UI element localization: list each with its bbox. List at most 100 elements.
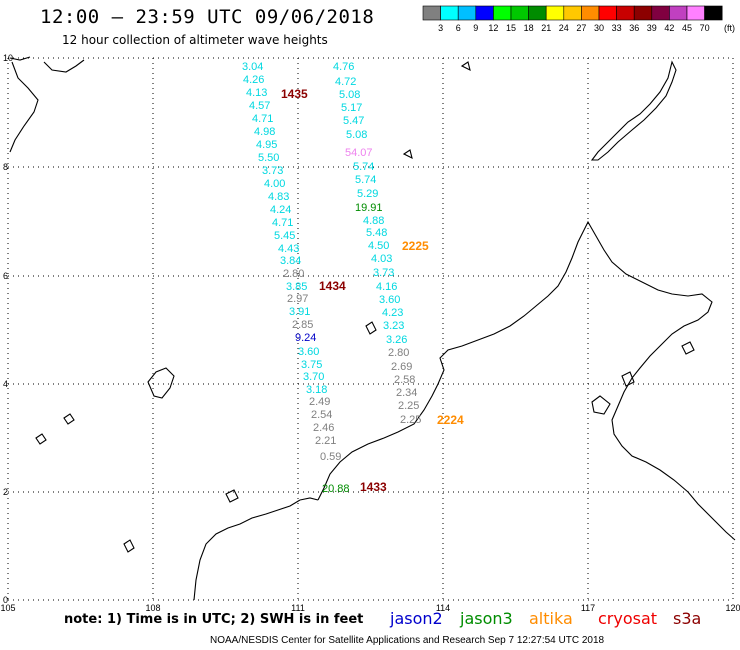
- observation-value: 4.03: [371, 253, 392, 265]
- observation-value: 2.69: [391, 361, 412, 373]
- observation-value: 3.84: [280, 255, 301, 267]
- kuching-shore: [299, 497, 319, 501]
- lat-tick-label: 8: [3, 162, 8, 172]
- pass-labels: 1435 2225 1434 2224 1433: [281, 87, 464, 494]
- page-title: 12:00 – 23:59 UTC 09/06/2018: [40, 6, 375, 28]
- observation-value: 2.25: [400, 414, 421, 426]
- scale-swatch: [581, 5, 600, 21]
- lon-tick-label: 111: [291, 603, 305, 613]
- observation-value: 5.17: [341, 102, 362, 114]
- observation-value: 3.18: [306, 384, 327, 396]
- footer-note: note: 1) Time is in UTC; 2) SWH is in fe…: [64, 612, 364, 627]
- observation-value: 3.85: [286, 281, 307, 293]
- observation-value: 4.13: [246, 87, 267, 99]
- legend-cryosat: cryosat: [598, 609, 658, 628]
- observation-value: 3.91: [289, 306, 310, 318]
- scale-label: 18: [524, 23, 534, 33]
- observation-value: 0.59: [320, 451, 341, 463]
- observation-value: 4.23: [382, 307, 403, 319]
- observation-value: 5.08: [339, 89, 360, 101]
- observation-value: 4.24: [270, 204, 291, 216]
- observation-value: 3.23: [383, 320, 404, 332]
- lat-tick-label: 2: [3, 487, 8, 497]
- observation-value: 4.50: [368, 240, 389, 252]
- observation-value: 54.07: [345, 147, 373, 159]
- scale-label: 39: [647, 23, 657, 33]
- lon-tick-label: 105: [0, 603, 15, 613]
- scale-swatch: [686, 5, 705, 21]
- small-island-6: [621, 371, 635, 387]
- pass-label: 2224: [437, 413, 464, 427]
- observation-value: 3.60: [379, 294, 400, 306]
- observation-value: 4.00: [264, 178, 285, 190]
- scale-swatch: [440, 5, 459, 21]
- sarawak-coast: [193, 499, 301, 601]
- scale-label: 27: [576, 23, 586, 33]
- small-island-1: [63, 413, 75, 425]
- small-island-2: [35, 433, 47, 445]
- observation-value: 2.49: [309, 396, 330, 408]
- color-scale: 3 6 9 12 15 18 21 24 27 30 33 36 39 42 45 70 (ft): [422, 5, 735, 33]
- observation-value: 4.88: [363, 215, 384, 227]
- scale-label: 9: [473, 23, 478, 33]
- observation-value: 4.95: [256, 139, 277, 151]
- observation-value: 5.08: [346, 129, 367, 141]
- small-island-3: [225, 489, 239, 503]
- observation-value: 2.80: [283, 268, 304, 280]
- coastlines: [9, 56, 736, 601]
- observation-value: 2.21: [315, 435, 336, 447]
- pass-label: 2225: [402, 239, 429, 253]
- natuna-island: [147, 367, 175, 399]
- small-island-4: [123, 539, 135, 553]
- observation-value: 5.45: [274, 230, 295, 242]
- page-subtitle: 12 hour collection of altimeter wave hei…: [62, 33, 328, 47]
- lon-tick-label: 114: [436, 603, 450, 613]
- observation-value: 4.72: [335, 76, 356, 88]
- scale-label: 30: [594, 23, 604, 33]
- scale-swatch: [563, 5, 582, 21]
- vietnam-coast: [9, 61, 39, 153]
- observation-value: 4.43: [278, 243, 299, 255]
- observation-value: 3.75: [301, 359, 322, 371]
- observation-value: 3.73: [373, 267, 394, 279]
- scale-label: 24: [559, 23, 569, 33]
- observation-value: 4.26: [243, 74, 264, 86]
- scale-swatch: [475, 5, 494, 21]
- pass-label: 1435: [281, 87, 308, 101]
- observation-value: 5.48: [366, 227, 387, 239]
- observation-value: 3.04: [242, 61, 263, 73]
- scale-label: 45: [682, 23, 692, 33]
- observation-value: 5.29: [357, 188, 378, 200]
- scale-label: 21: [541, 23, 551, 33]
- scale-swatch: [457, 5, 477, 21]
- borneo-coast: [317, 220, 736, 541]
- observation-value: 3.26: [386, 334, 407, 346]
- scale-swatch: [545, 5, 565, 21]
- observation-value: 5.50: [258, 152, 279, 164]
- small-island-5: [591, 395, 611, 415]
- map-grid: [7, 57, 734, 601]
- observation-value: 2.46: [313, 422, 334, 434]
- scale-label: 33: [612, 23, 622, 33]
- observation-value: 19.91: [355, 202, 383, 214]
- palawan-island: [590, 60, 677, 161]
- legend-jason3: jason3: [460, 609, 513, 628]
- scale-swatch: [669, 5, 688, 21]
- scale-label: 3: [438, 23, 443, 33]
- scale-swatch: [633, 5, 653, 21]
- observation-value: 3.70: [303, 371, 324, 383]
- lon-tick-label: 117: [581, 603, 595, 613]
- scale-label: 6: [456, 23, 461, 33]
- lat-tick-label: 6: [3, 271, 8, 281]
- observation-value: 2.58: [394, 374, 415, 386]
- pass-label: 1434: [319, 279, 346, 293]
- scale-swatch: [598, 5, 617, 21]
- scale-label: 15: [506, 23, 516, 33]
- scale-swatch: [422, 5, 441, 21]
- observation-value: 2.34: [396, 387, 417, 399]
- legend-altika: altika: [529, 609, 573, 628]
- observation-value: 2.54: [311, 409, 332, 421]
- small-island-9: [681, 341, 695, 355]
